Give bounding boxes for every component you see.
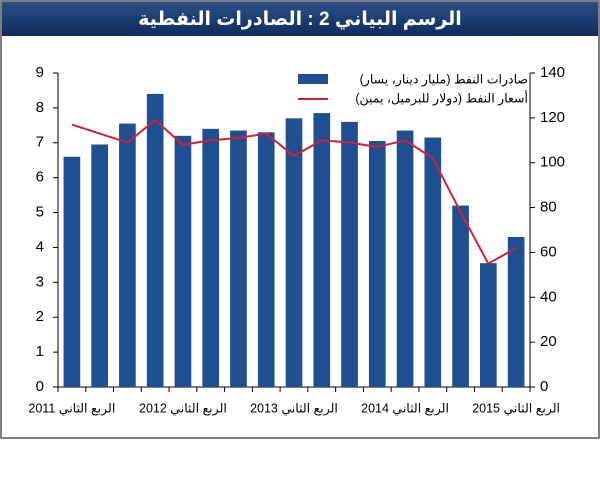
- bar: [146, 93, 164, 387]
- x-tick-label: الربع الثاني 2012: [139, 401, 227, 416]
- price-line: [71, 118, 517, 266]
- bar: [368, 141, 386, 387]
- y-tick-label: 5: [36, 204, 44, 221]
- y-tick-label: 6: [36, 169, 44, 186]
- chart-title: الرسم البياني 2 : الصادرات النفطية: [138, 9, 462, 30]
- x-tick-label: الربع الثاني 2013: [250, 401, 338, 416]
- y2-tick-label: 40: [540, 288, 557, 305]
- bar: [202, 128, 220, 388]
- bar: [285, 118, 303, 387]
- y-tick-label: 7: [36, 134, 44, 151]
- bar: [63, 156, 81, 387]
- bar: [119, 123, 136, 387]
- bar: [174, 135, 192, 387]
- x-tick-label: الربع الثاني 2015: [472, 401, 560, 416]
- bar: [230, 130, 247, 388]
- y-tick-label: 1: [36, 343, 44, 360]
- legend-swatch: [298, 74, 328, 84]
- y-tick-label: 2: [36, 308, 44, 325]
- legend-label: صادرات النفط (مليار دينار، يسار): [360, 72, 528, 87]
- bar: [91, 144, 108, 387]
- y-tick-label: 8: [36, 99, 44, 116]
- bar: [341, 121, 358, 387]
- bar: [396, 130, 414, 388]
- y2-tick-label: 140: [540, 64, 565, 81]
- bar: [424, 137, 442, 387]
- y-tick-label: 4: [36, 238, 44, 255]
- bar: [257, 132, 275, 387]
- y2-tick-label: 120: [540, 109, 565, 126]
- title-bar: [2, 2, 598, 36]
- x-tick-label: الربع الثاني 2011: [28, 401, 115, 416]
- y2-tick-label: 60: [540, 243, 557, 260]
- bar: [480, 263, 497, 387]
- y-tick-label: 0: [36, 378, 44, 395]
- bar: [507, 236, 525, 387]
- bar: [452, 205, 469, 387]
- bar: [313, 113, 331, 387]
- y2-tick-label: 80: [540, 199, 557, 216]
- y-tick-label: 3: [36, 273, 44, 290]
- legend-label: أسعار النفط (دولار للبرميل، يمين): [355, 89, 528, 106]
- y2-tick-label: 0: [540, 378, 548, 395]
- y2-tick-label: 100: [540, 154, 565, 171]
- y2-tick-label: 20: [540, 333, 557, 350]
- y-tick-label: 9: [36, 64, 44, 81]
- x-tick-label: الربع الثاني 2014: [361, 401, 449, 416]
